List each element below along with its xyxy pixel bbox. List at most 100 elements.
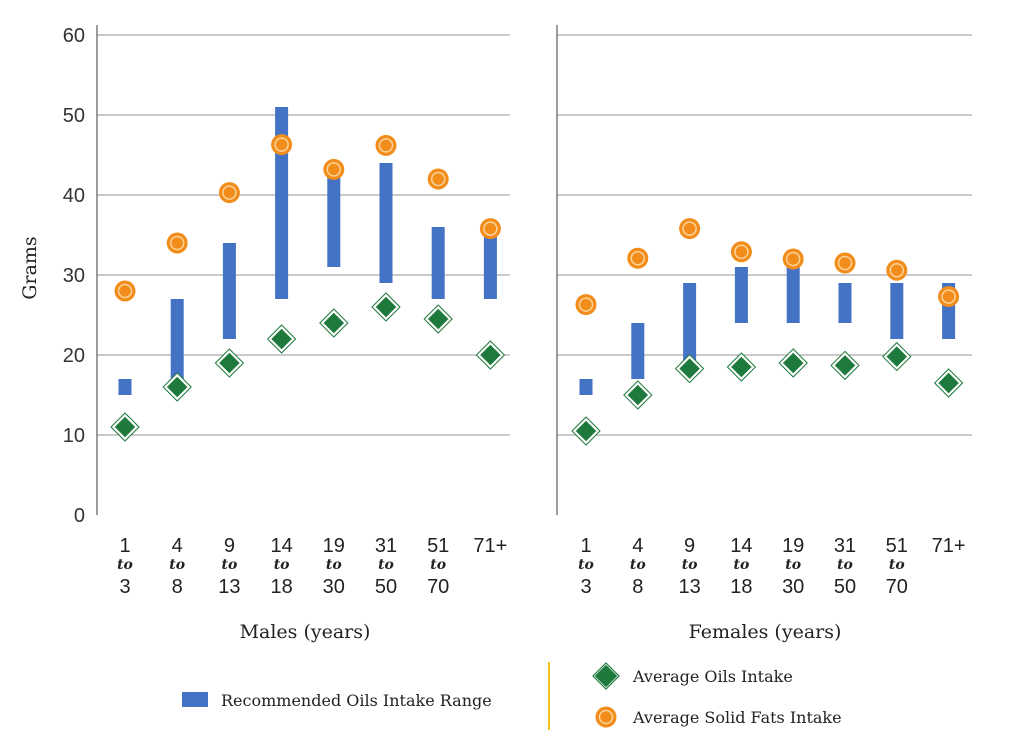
range-bar (275, 107, 289, 299)
range-bar (118, 379, 132, 395)
x-category-label-from: 9 (224, 535, 235, 557)
x-category-label-to: 30 (323, 576, 345, 598)
x-category-label-to: 18 (730, 576, 752, 598)
x-category-label-from: 9 (684, 535, 695, 557)
x-category-label-from: 31 (834, 535, 856, 557)
x-category-label-connector: to (274, 557, 290, 573)
fats-circle-point (782, 248, 804, 270)
y-tick-label: 60 (63, 25, 85, 47)
x-category-label-connector: to (169, 557, 185, 573)
x-category-label-to: 70 (886, 576, 908, 598)
x-category-label-from: 71+ (473, 535, 507, 557)
legend: Recommended Oils Intake Range Average Oi… (182, 661, 842, 730)
oils-diamond-outline (623, 380, 653, 410)
oils-diamond-point (779, 349, 807, 377)
range-bar (379, 163, 393, 283)
oils-diamond-outline (830, 350, 860, 381)
fats-circle-point (575, 294, 597, 316)
range-bar (579, 379, 593, 395)
fats-circle-point (218, 182, 240, 204)
x-category-label-connector: to (630, 557, 646, 573)
legend-fats-label: Average Solid Fats Intake (632, 708, 842, 727)
oils-diamond-outline (674, 353, 705, 384)
legend-oils-label: Average Oils Intake (632, 667, 793, 686)
x-category-label-to: 8 (632, 576, 643, 598)
y-tick-label: 30 (63, 265, 85, 287)
oils-diamond-outline (882, 341, 912, 372)
oils-diamond-point (267, 325, 296, 353)
range-bar (683, 283, 697, 371)
fats-circle-ring (630, 250, 646, 266)
fats-circle-point (427, 168, 449, 190)
x-category-label-connector: to (430, 557, 446, 573)
oils-diamond-point (572, 417, 600, 445)
oils-diamond-point (111, 413, 139, 441)
x-category-label-to: 8 (172, 576, 183, 598)
fats-circle-ring (378, 138, 394, 153)
fats-circle-point (114, 280, 136, 302)
marks-layer (110, 107, 964, 446)
x-category-label-to: 13 (678, 576, 700, 598)
panel-marks-males (110, 107, 506, 442)
oils-diamond-outline (571, 416, 601, 446)
range-bar (483, 235, 497, 299)
range-bar (222, 243, 236, 339)
x-category-label-from: 19 (782, 535, 804, 557)
fats-circle-point (479, 218, 501, 240)
range-bar (838, 283, 852, 323)
legend-oils-diamond-icon (591, 661, 621, 691)
x-category-label-connector: to (221, 557, 237, 573)
fats-circle-point (323, 158, 345, 180)
fats-circle-ring (837, 255, 853, 271)
fats-circle-ring (222, 185, 237, 200)
fats-circle-point (679, 218, 701, 240)
fats-circle-ring (483, 221, 498, 236)
oils-diamond-outline (423, 304, 453, 334)
legend-fats-circle-ring (598, 709, 614, 725)
oils-diamond-outline (266, 324, 297, 354)
x-category-label-from: 4 (632, 535, 643, 557)
fats-circle-point (886, 259, 908, 281)
range-bar (431, 227, 445, 299)
y-tick-label: 40 (63, 185, 85, 207)
x-category-label-from: 51 (886, 535, 908, 557)
fats-circle-ring (578, 297, 594, 312)
oils-diamond-outline (726, 352, 757, 382)
x-category-label-connector: to (326, 557, 342, 573)
x-category-label-connector: to (785, 557, 801, 573)
x-category-label-to: 13 (218, 576, 240, 598)
y-tick-label: 0 (74, 505, 85, 527)
x-category-label-from: 14 (270, 535, 292, 557)
fats-circle-ring (785, 251, 801, 267)
oils-diamond-point (372, 293, 400, 321)
oils-diamond-outline (933, 368, 964, 398)
fats-circle-ring (941, 289, 956, 304)
y-tick-label: 20 (63, 345, 85, 367)
fats-circle-point (730, 241, 752, 263)
x-category-label-connector: to (733, 557, 749, 573)
oils-diamond-point (476, 341, 505, 369)
fats-circle-ring (889, 262, 905, 278)
range-bar (170, 299, 184, 379)
x-category-label-from: 14 (730, 535, 752, 557)
fats-circle-ring (117, 283, 133, 299)
x-category-label-from: 31 (375, 535, 397, 557)
x-axis-title-males: Males (years) (240, 621, 371, 643)
x-category-label-from: 1 (580, 535, 591, 557)
x-category-label-connector: to (837, 557, 853, 573)
fats-circle-ring (274, 137, 289, 152)
fats-circle-point (627, 247, 649, 269)
oils-diamond-outline (162, 372, 192, 402)
range-bar (786, 267, 800, 323)
oils-diamond-point (934, 369, 963, 397)
fats-circle-ring (326, 162, 342, 177)
x-category-label-from: 71+ (932, 535, 966, 557)
oils-diamond-outline (110, 412, 140, 442)
x-category-label-from: 4 (172, 535, 183, 557)
oils-diamond-point (163, 373, 191, 401)
legend-range-label: Recommended Oils Intake Range (221, 691, 492, 710)
oils-diamond-point (727, 353, 756, 381)
x-category-label-connector: to (117, 557, 133, 573)
